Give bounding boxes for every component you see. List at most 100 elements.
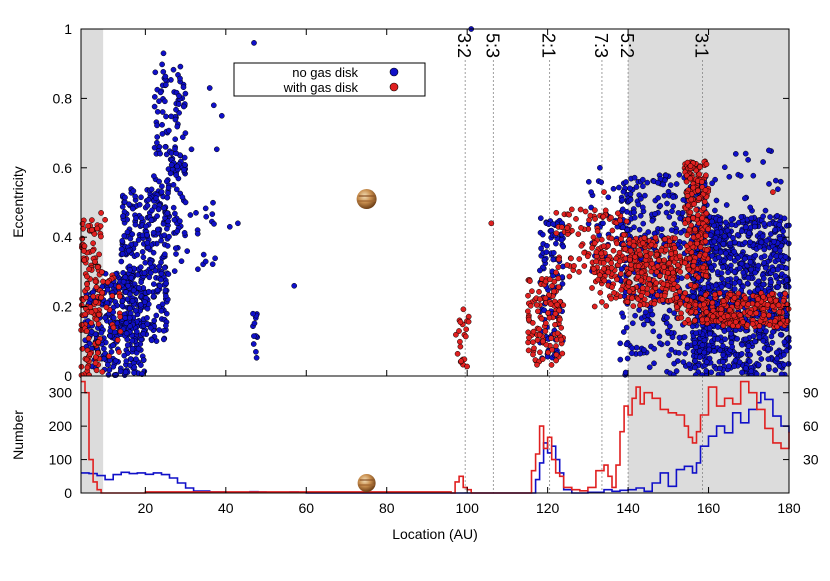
scatter-point (609, 284, 615, 291)
scatter-point (635, 263, 642, 270)
scatter-point (89, 247, 96, 254)
scatter-point (525, 308, 531, 315)
scatter-point (146, 274, 153, 281)
scatter-point (720, 241, 727, 247)
scatter-point (701, 284, 708, 291)
scatter-point (784, 277, 790, 283)
scatter-point (150, 249, 157, 256)
scatter-point (740, 269, 747, 276)
scatter-point (634, 273, 641, 280)
scatter-point (560, 243, 567, 250)
scatter-point (714, 229, 721, 236)
scatter-point (162, 98, 168, 105)
legend-label-no-gas-disk: no gas disk (292, 65, 358, 80)
scatter-point (131, 364, 138, 371)
scatter-point (548, 335, 555, 342)
bottom-axis-ticks: 20 40 60 80 100 120 140 160 180 0 100 200 300 30 60 90 (49, 385, 819, 516)
scatter-point (630, 242, 637, 249)
scatter-point (96, 251, 102, 258)
scatter-point (536, 326, 543, 332)
scatter-point (145, 196, 152, 203)
scatter-point (588, 204, 594, 211)
scatter-point (87, 351, 93, 357)
scatter-point (576, 269, 582, 275)
scatter-point (724, 313, 731, 319)
scatter-point (653, 280, 660, 286)
scatter-point (157, 150, 163, 157)
scatter-point (117, 328, 124, 335)
scatter-point (759, 233, 766, 240)
scatter-point (92, 258, 98, 265)
scatter-point (728, 330, 734, 337)
scatter-point (553, 269, 559, 276)
scatter-point (662, 172, 669, 179)
scatter-point (685, 303, 692, 310)
scatter-point (558, 336, 565, 343)
scatter-point (129, 297, 136, 304)
scatter-point (652, 211, 658, 217)
histogram-no-gas-disk (81, 391, 790, 494)
scatter-point (543, 341, 550, 348)
scatter-point (649, 288, 655, 295)
scatter-point (783, 265, 790, 272)
scatter-point (744, 280, 751, 287)
scatter-point (552, 310, 559, 317)
scatter-point (107, 333, 113, 339)
scatter-point (251, 320, 258, 327)
scatter-point (677, 269, 684, 275)
scatter-point (668, 227, 675, 234)
scatter-point (154, 213, 160, 219)
scatter-point (140, 254, 147, 261)
scatter-point (88, 328, 95, 335)
scatter-point (657, 340, 663, 347)
scatter-point (83, 294, 89, 301)
scatter-point (116, 349, 122, 355)
scatter-point (720, 264, 726, 271)
scatter-point (82, 311, 89, 318)
scatter-point (119, 297, 126, 304)
scatter-point (148, 186, 155, 193)
scatter-point (716, 290, 723, 296)
scatter-point (732, 151, 739, 157)
scatter-point (179, 134, 186, 141)
scatter-point (582, 208, 589, 215)
scatter-point (251, 333, 257, 339)
scatter-point (747, 352, 753, 358)
scatter-point (742, 239, 748, 246)
scatter-point (546, 314, 553, 321)
scatter-point (705, 226, 711, 233)
scatter-point (135, 345, 142, 352)
scatter-point (685, 216, 692, 223)
scatter-point (692, 301, 699, 308)
scatter-point (777, 178, 784, 185)
scatter-point (731, 312, 737, 319)
scatter-point (140, 357, 147, 363)
scatter-point (94, 225, 100, 232)
scatter-point (656, 257, 662, 264)
scatter-point (618, 286, 625, 293)
scatter-point (617, 217, 623, 224)
scatter-point (182, 161, 188, 168)
scatter-point (144, 239, 151, 246)
scatter-point (638, 195, 644, 202)
bottom-resonance-lines (464, 376, 703, 493)
scatter-point (530, 339, 536, 346)
scatter-point (154, 139, 160, 146)
scatter-point (539, 231, 546, 238)
scatter-point (605, 269, 612, 276)
scatter-point (83, 328, 90, 334)
scatter-point (656, 333, 663, 340)
scatter-point (599, 299, 605, 305)
scatter-point (99, 369, 106, 375)
scatter-point (629, 345, 635, 352)
scatter-point (772, 272, 779, 279)
scatter-point (626, 288, 633, 295)
scatter-point (161, 205, 167, 211)
scatter-point (669, 208, 675, 215)
scatter-point (84, 364, 91, 371)
scatter-point (136, 201, 143, 208)
scatter-point (172, 136, 179, 143)
scatter-point (711, 238, 718, 245)
scatter-point (686, 361, 692, 368)
scatter-point (747, 204, 754, 211)
